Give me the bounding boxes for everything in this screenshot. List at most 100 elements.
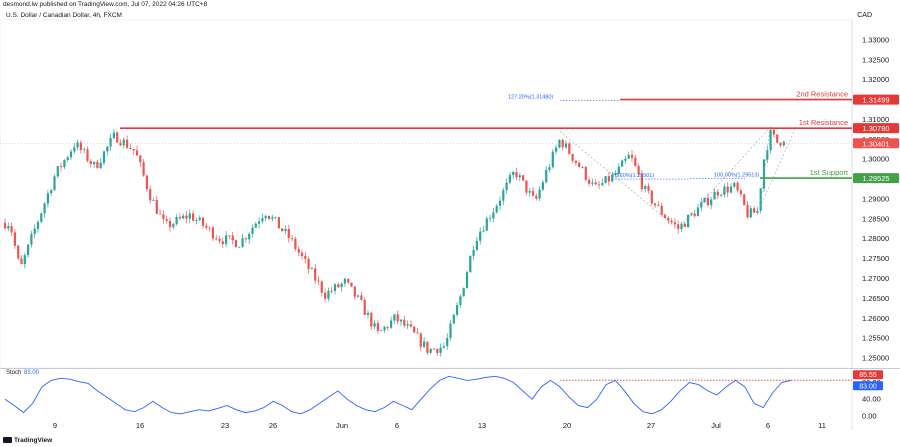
candle-body xyxy=(419,333,422,347)
candle-body xyxy=(640,174,643,189)
candle-body xyxy=(185,215,188,219)
candle-body xyxy=(23,255,26,265)
candle-body xyxy=(20,258,23,265)
time-tick-label: 16 xyxy=(136,421,144,430)
candle-body xyxy=(607,176,610,182)
candle-body xyxy=(469,255,472,273)
candle-body xyxy=(79,142,82,151)
candle-body xyxy=(231,235,234,241)
candle-body xyxy=(429,348,432,353)
candle-body xyxy=(238,246,241,248)
candle-body xyxy=(465,272,469,288)
time-tick-label: 11 xyxy=(818,421,826,430)
candle-body xyxy=(155,200,158,214)
candle-body xyxy=(716,191,719,196)
candle-body xyxy=(399,319,403,322)
candle-body xyxy=(535,195,538,199)
candle-body xyxy=(294,238,297,250)
candle-body xyxy=(753,208,756,213)
candle-body xyxy=(142,162,145,176)
candle-body xyxy=(772,129,775,135)
candle-body xyxy=(17,245,20,259)
candle-body xyxy=(769,129,772,151)
stoch-tick-label: 0.00 xyxy=(862,411,877,420)
level-name-label: 1st Support xyxy=(810,168,849,177)
candle-body xyxy=(746,204,749,218)
candle-body xyxy=(551,151,554,168)
candle-body xyxy=(215,238,218,240)
candle-body xyxy=(241,238,244,247)
level-price-label: 1.30780 xyxy=(862,124,889,133)
time-tick-label: Jun xyxy=(336,421,348,430)
candle-body xyxy=(548,167,551,170)
chart-title: U.S. Dollar / Canadian Dollar, 4h, FXCM xyxy=(6,12,122,19)
price-tick-label: 1.33000 xyxy=(862,35,889,44)
candle-body xyxy=(459,296,462,306)
candle-body xyxy=(271,217,274,220)
candle-body xyxy=(53,176,56,191)
stoch-value-tag xyxy=(853,370,883,380)
candle-body xyxy=(654,203,657,206)
candle-body xyxy=(423,341,426,347)
time-tick-label: 23 xyxy=(221,421,229,430)
candle-body xyxy=(96,161,99,169)
candle-body xyxy=(360,295,363,300)
candle-body xyxy=(680,223,683,230)
current-price-label: 1.30401 xyxy=(862,139,889,148)
candle-body xyxy=(86,149,89,161)
candle-body xyxy=(693,213,696,217)
candle-body xyxy=(178,216,181,219)
stoch-value-tag xyxy=(853,381,883,391)
time-tick-label: 9 xyxy=(53,421,57,430)
candle-body xyxy=(749,208,752,218)
level-price-label: 1.29525 xyxy=(862,174,889,183)
candle-body xyxy=(132,148,135,151)
candle-body xyxy=(27,244,30,256)
candle-body xyxy=(50,190,53,194)
candle-body xyxy=(393,314,396,321)
candle-body xyxy=(578,162,581,168)
candle-body xyxy=(83,149,86,151)
candle-body xyxy=(116,132,119,143)
candle-body xyxy=(324,292,327,299)
fib-level-label: 78.60%(1.29501) xyxy=(612,173,654,179)
candle-body xyxy=(254,223,257,228)
candle-body xyxy=(729,186,733,193)
candle-body xyxy=(357,295,360,297)
candle-body xyxy=(175,216,178,224)
candle-body xyxy=(687,214,690,228)
candle-body xyxy=(383,326,386,331)
candle-body xyxy=(637,165,640,175)
price-tick-label: 1.32000 xyxy=(862,75,889,84)
candle-body xyxy=(733,182,736,187)
candle-body xyxy=(743,194,746,205)
candle-body xyxy=(267,215,271,220)
candle-body xyxy=(597,184,601,186)
candle-body xyxy=(482,230,485,232)
price-tick-label: 1.25500 xyxy=(862,334,889,343)
candle-body xyxy=(518,175,521,178)
candle-body xyxy=(225,235,228,245)
price-tick-label: 1.31000 xyxy=(862,115,889,124)
candle-body xyxy=(782,141,785,146)
candle-body xyxy=(76,142,79,148)
candle-body xyxy=(436,348,439,354)
candle-body xyxy=(779,142,782,146)
candle-body xyxy=(208,227,211,229)
candle-body xyxy=(60,166,63,168)
candle-body xyxy=(218,239,221,242)
candle-body xyxy=(376,323,379,331)
candle-body xyxy=(713,191,716,200)
candle-body xyxy=(660,205,663,215)
candle-body xyxy=(723,186,726,195)
candle-body xyxy=(479,231,482,241)
pattern-line xyxy=(677,127,771,230)
candle-body xyxy=(188,213,191,219)
candle-body xyxy=(406,324,409,326)
candle-body xyxy=(538,189,541,199)
candle-body xyxy=(492,212,495,219)
candle-body xyxy=(647,185,650,191)
tradingview-brand[interactable]: TradingView xyxy=(3,437,52,444)
time-tick-label: Jul xyxy=(711,421,721,430)
